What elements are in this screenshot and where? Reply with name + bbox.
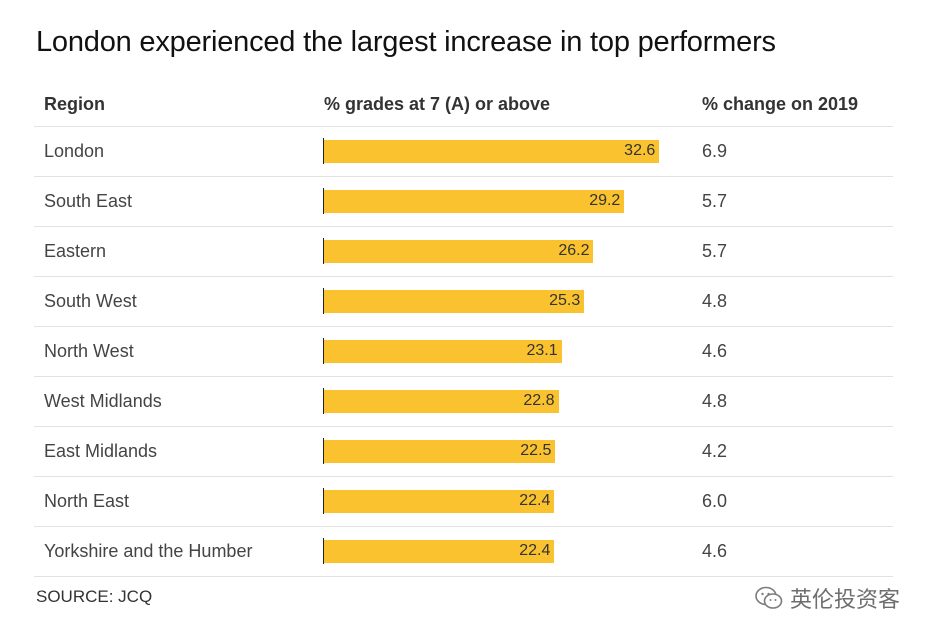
- bar-value-label: 32.6: [624, 142, 656, 159]
- bar-value-label: 29.2: [589, 192, 621, 209]
- bar: 26.2: [324, 240, 594, 263]
- change-value: 6.0: [702, 491, 728, 511]
- table-row: North West 23.1 4.6: [34, 327, 893, 377]
- bar: 29.2: [324, 190, 625, 213]
- header-region: Region: [44, 94, 105, 114]
- bar-axis: 22.8: [323, 388, 664, 414]
- header-grades: % grades at 7 (A) or above: [324, 94, 551, 114]
- region-label: South West: [44, 291, 137, 311]
- watermark: 英伦投资客: [754, 582, 900, 614]
- region-label: North East: [44, 491, 130, 511]
- bar: 22.5: [324, 440, 556, 463]
- table-row: West Midlands 22.8 4.8: [34, 377, 893, 427]
- region-label: Yorkshire and the Humber: [44, 541, 253, 561]
- source-note: SOURCE: JCQ: [36, 587, 153, 606]
- bar-axis: 32.6: [323, 138, 664, 164]
- bar: 32.6: [324, 140, 660, 163]
- bar-axis: 23.1: [323, 338, 664, 364]
- bar: 25.3: [324, 290, 585, 313]
- wechat-icon: [755, 586, 783, 609]
- table-row: North East 22.4 6.0: [34, 477, 893, 527]
- table-header: Region % grades at 7 (A) or above % chan…: [34, 80, 893, 127]
- change-value: 6.9: [702, 141, 728, 161]
- bar-axis: 22.4: [323, 488, 664, 514]
- change-value: 4.6: [702, 341, 728, 361]
- change-value: 4.2: [702, 441, 728, 461]
- change-value: 5.7: [702, 191, 728, 211]
- bar-value-label: 22.5: [520, 442, 552, 459]
- region-label: South East: [44, 191, 133, 211]
- bar-axis: 22.5: [323, 438, 664, 464]
- bar-value-label: 23.1: [526, 342, 558, 359]
- table-row: Yorkshire and the Humber 22.4 4.6: [34, 527, 893, 577]
- bar-axis: 22.4: [323, 538, 664, 564]
- change-value: 5.7: [702, 241, 728, 261]
- change-value: 4.6: [702, 541, 728, 561]
- region-label: East Midlands: [44, 441, 158, 461]
- bar-value-label: 22.4: [519, 542, 551, 559]
- bar: 22.8: [324, 390, 559, 413]
- change-value: 4.8: [702, 291, 728, 311]
- table-body: London 32.6 6.9 South East 29.2 5.7 Eastern 26.…: [34, 127, 893, 577]
- region-label: West Midlands: [44, 391, 162, 411]
- change-value: 4.8: [702, 391, 728, 411]
- table-row: London 32.6 6.9: [34, 127, 893, 177]
- region-label: North West: [44, 341, 134, 361]
- region-label: Eastern: [44, 241, 107, 261]
- bar-axis: 26.2: [323, 238, 664, 264]
- bar-axis: 29.2: [323, 188, 664, 214]
- bar-value-label: 22.8: [523, 392, 555, 409]
- region-label: London: [44, 141, 105, 161]
- bar: 23.1: [324, 340, 562, 363]
- bar-value-label: 26.2: [558, 242, 590, 259]
- bar-axis: 25.3: [323, 288, 664, 314]
- table-row: Eastern 26.2 5.7: [34, 227, 893, 277]
- data-table: Region % grades at 7 (A) or above % chan…: [34, 80, 893, 577]
- table-row: South West 25.3 4.8: [34, 277, 893, 327]
- header-change: % change on 2019: [702, 94, 859, 114]
- watermark-text: 英伦投资客: [789, 587, 900, 612]
- table-row: South East 29.2 5.7: [34, 177, 893, 227]
- bar-value-label: 25.3: [549, 292, 581, 309]
- chart-title: London experienced the largest increase …: [36, 26, 776, 58]
- bar-value-label: 22.4: [519, 492, 551, 509]
- table-row: East Midlands 22.5 4.2: [34, 427, 893, 477]
- bar: 22.4: [324, 540, 555, 563]
- bar: 22.4: [324, 490, 555, 513]
